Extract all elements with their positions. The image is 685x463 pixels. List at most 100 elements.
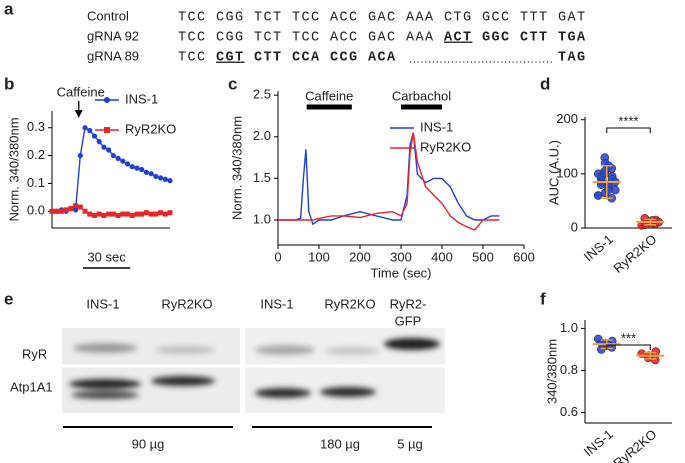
data-point [124,161,131,167]
lane-label: INS-1 [260,296,293,311]
x-tick-label: 600 [513,249,535,264]
sequence-label: gRNA 92 [87,28,139,43]
codon: CCG [330,51,359,66]
blot-band [71,391,139,399]
series-line [52,126,171,213]
x-tick-label: INS-1 [581,426,616,459]
lane-label: INS-1 [86,296,119,311]
data-point [77,152,83,159]
data-point [167,178,173,184]
legend-marker [104,97,110,103]
data-point [129,164,135,170]
y-axis-label: AUC (A.U.) [546,140,561,205]
y-tick-label: 2.5 [253,87,271,102]
codon: TTT [520,11,549,26]
codon: TCT [254,31,283,46]
y-tick-label: 0.2 [27,147,45,162]
blot-band [324,347,380,355]
codon: TAG [558,51,587,66]
x-tick-label: RyR2KO [610,231,659,275]
panel-label: c [228,74,237,93]
codon: CCA [292,51,321,66]
data-point [139,166,145,173]
data-point [68,206,74,211]
legend-label: INS-1 [420,119,453,134]
codon: CTG [444,11,473,26]
y-axis-label: Norm. 340/380nm [229,116,244,220]
data-point [110,211,116,217]
blot-band [255,345,315,355]
data-point [96,211,102,217]
data-point [77,204,83,210]
blot-bands [69,338,440,399]
blot-band [320,387,376,397]
codon: CGG [216,31,245,46]
codon: ACT [444,31,473,46]
blot-band [384,338,440,350]
codon: GCC [482,11,511,26]
data-point [603,185,613,195]
row-label: RyR [22,346,47,361]
codon: CGT [216,51,245,66]
y-tick-label: 0.0 [27,203,45,218]
data-point [49,208,55,214]
codon: AAA [406,11,435,26]
data-point [167,210,173,216]
data-point [134,211,140,217]
data-point [162,176,168,182]
y-tick-label: 0 [571,219,578,234]
data-point [87,211,93,217]
x-tick-label: 0 [274,249,281,264]
data-point [153,173,159,180]
codon: GAT [558,11,587,26]
data-point [91,212,97,218]
data-point [157,175,164,181]
data-point [129,212,135,218]
x-tick-label: INS-1 [581,231,616,264]
sequence-label: Control [87,8,129,23]
panel-label: e [4,289,13,308]
blot-band [255,388,311,398]
data-point [143,210,149,216]
data-point [651,347,661,356]
scalebar-label: 30 sec [87,249,126,264]
data-point [162,211,168,217]
codon: TCC [292,11,321,26]
x-axis-label: Time (sec) [371,265,432,280]
data-point [593,191,603,200]
codon: TCT [254,11,283,26]
error-bar [644,351,657,360]
codon: CTT [254,51,283,66]
codon: TCC [178,11,207,26]
load-label: 180 µg [320,436,360,451]
lane-label: GFP [395,313,422,328]
y-tick-label: 0.8 [560,362,578,377]
codon: GAC [368,11,397,26]
y-tick-label: 200 [556,111,578,126]
y-tick-label: 0.6 [560,404,578,419]
significance-bracket [606,344,651,350]
data-point [63,207,69,213]
codon: ACC [330,31,359,46]
data-point [82,125,88,131]
data-point [153,211,159,217]
data-point [58,208,64,214]
legend-label: RyR2KO [420,139,471,154]
data-point [120,211,126,217]
data-point [650,355,660,365]
codon: ACA [368,51,397,66]
data-point [110,152,116,159]
codon: CGG [216,11,245,26]
data-point [148,171,154,177]
lane-label: RyR2KO [161,296,212,311]
load-label: 5 µg [397,436,423,451]
lane-label: RyR2KO [324,296,375,311]
series-line [278,132,500,231]
blot-band [69,379,141,389]
data-point [158,210,164,216]
legend-marker [104,127,110,133]
codon: GAC [368,31,397,46]
x-tick-label: 100 [308,249,330,264]
codon: ACC [330,11,359,26]
codon: CTT [520,31,549,46]
